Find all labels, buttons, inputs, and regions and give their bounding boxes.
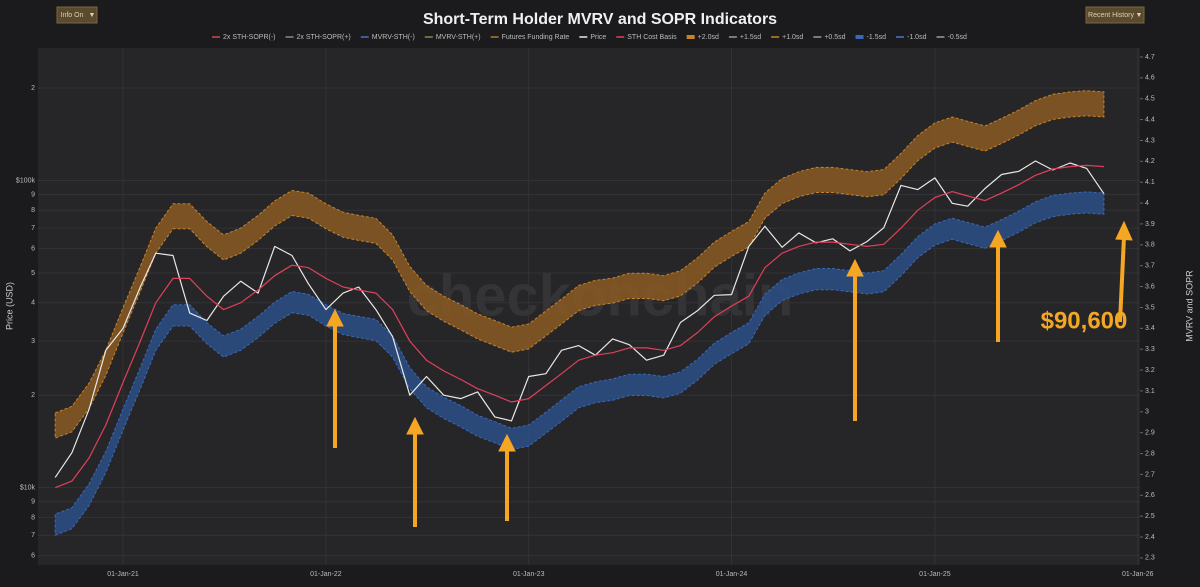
y2-tick-label: 3.2 bbox=[1145, 367, 1155, 374]
legend-label: -1.0sd bbox=[907, 34, 927, 41]
y2-tick-label: 2.4 bbox=[1145, 534, 1155, 541]
y2-tick-label: 2.8 bbox=[1145, 450, 1155, 457]
marks: 6 7 8 9 $10k 2 3 4 5 6 7 8 9 $100k 2 01-Jan-21 01-Jan-22… bbox=[16, 34, 1155, 578]
arrow-head bbox=[406, 416, 424, 435]
y-tick-label: 7 bbox=[31, 532, 35, 539]
range-button-label[interactable]: Recent History bbox=[1088, 12, 1134, 19]
legend-label: MVRV-STH(-) bbox=[372, 34, 415, 41]
y-tick-label: 6 bbox=[31, 245, 35, 252]
arrow-head bbox=[498, 433, 516, 452]
dropdown-caret[interactable]: ▼ bbox=[1136, 12, 1143, 19]
y2-tick-label: 4.6 bbox=[1145, 75, 1155, 82]
legend-label: 2x STH-SOPR(-) bbox=[223, 34, 276, 41]
series-line bbox=[54, 164, 1104, 489]
legend-label: Futures Funding Rate bbox=[502, 34, 570, 41]
price-annotation: $90,600 bbox=[1041, 307, 1128, 334]
legend-label: +1.5sd bbox=[740, 34, 761, 41]
y2-tick-label: 2.7 bbox=[1145, 471, 1155, 478]
y2-tick-label: 2.5 bbox=[1145, 513, 1155, 520]
legend-label: STH Cost Basis bbox=[627, 34, 677, 41]
dropdown-caret[interactable]: ▼ bbox=[89, 12, 96, 19]
y2-tick-label: 2.9 bbox=[1145, 430, 1155, 437]
x-tick-label: 01-Jan-23 bbox=[513, 571, 545, 578]
y2-tick-label: 3.9 bbox=[1145, 221, 1155, 228]
y2-tick-label: 3.7 bbox=[1145, 263, 1155, 270]
arrow-head bbox=[846, 258, 864, 277]
legend-label: -0.5sd bbox=[947, 34, 967, 41]
info-button-label[interactable]: Info On bbox=[61, 12, 84, 19]
x-tick-label: 01-Jan-25 bbox=[919, 571, 951, 578]
legend-label: +2.0sd bbox=[698, 34, 719, 41]
y2-tick-label: 3.8 bbox=[1145, 242, 1155, 249]
y2-tick-label: 4.3 bbox=[1145, 137, 1155, 144]
y2-tick-label: 4 bbox=[1145, 200, 1149, 207]
y-tick-label: 9 bbox=[31, 191, 35, 198]
y2-tick-label: 2.3 bbox=[1145, 555, 1155, 562]
y2-tick-label: 3 bbox=[1145, 409, 1149, 416]
y2-tick-label: 3.3 bbox=[1145, 346, 1155, 353]
y2-tick-label: 3.6 bbox=[1145, 283, 1155, 290]
legend-label: Price bbox=[590, 34, 606, 41]
y-tick-label: 5 bbox=[31, 270, 35, 277]
legend-label: +0.5sd bbox=[824, 34, 845, 41]
legend-label: MVRV-STH(+) bbox=[436, 34, 481, 41]
legend-label: 2x STH-SOPR(+) bbox=[297, 34, 351, 41]
series-line bbox=[54, 160, 1105, 478]
chart-title: Short-Term Holder MVRV and SOPR Indicato… bbox=[423, 11, 777, 28]
y-tick-label: 9 bbox=[31, 499, 35, 506]
y-tick-label: $100k bbox=[16, 177, 36, 184]
y2-tick-label: 2.6 bbox=[1145, 492, 1155, 499]
legend: 2x STH-SOPR(-) 2x STH-SOPR(+) MVRV-STH(-) M… bbox=[212, 34, 967, 41]
y-tick-label: 2 bbox=[31, 392, 35, 399]
x-tick-label: 01-Jan-26 bbox=[1122, 571, 1154, 578]
y2-tick-label: 3.5 bbox=[1145, 304, 1155, 311]
arrow bbox=[1118, 236, 1126, 323]
y2-tick-label: 3.4 bbox=[1145, 325, 1155, 332]
info-button[interactable] bbox=[56, 6, 98, 24]
legend-label: +1.0sd bbox=[782, 34, 803, 41]
y2-axis-label: MVRV and SOPR bbox=[1184, 270, 1194, 342]
legend-label: -1.5sd bbox=[867, 34, 887, 41]
x-tick-label: 01-Jan-24 bbox=[716, 571, 748, 578]
y2-tick-label: 4.1 bbox=[1145, 179, 1155, 186]
range-button[interactable] bbox=[1085, 6, 1145, 24]
x-tick-label: 01-Jan-22 bbox=[310, 571, 342, 578]
y2-tick-label: 3.1 bbox=[1145, 388, 1155, 395]
arrow-head bbox=[326, 308, 344, 327]
arrows bbox=[326, 220, 1133, 527]
band bbox=[54, 90, 1105, 439]
x-tick-label: 01-Jan-21 bbox=[107, 571, 139, 578]
y-axis-label: Price (USD) bbox=[4, 282, 14, 330]
y2-tick-label: 4.4 bbox=[1145, 116, 1155, 123]
y-tick-label: 8 bbox=[31, 514, 35, 521]
y-tick-label: 7 bbox=[31, 225, 35, 232]
y-tick-label: 3 bbox=[31, 338, 35, 345]
y2-tick-label: 4.2 bbox=[1145, 158, 1155, 165]
arrow-head bbox=[989, 229, 1007, 248]
y-tick-label: 8 bbox=[31, 207, 35, 214]
y-tick-label: 6 bbox=[31, 553, 35, 560]
y-tick-label: 2 bbox=[31, 85, 35, 92]
arrow-head bbox=[1115, 220, 1133, 241]
y2-tick-label: 4.5 bbox=[1145, 96, 1155, 103]
y-tick-label: 4 bbox=[31, 300, 35, 307]
y-tick-label: $10k bbox=[20, 484, 36, 491]
y2-tick-label: 4.7 bbox=[1145, 54, 1155, 61]
